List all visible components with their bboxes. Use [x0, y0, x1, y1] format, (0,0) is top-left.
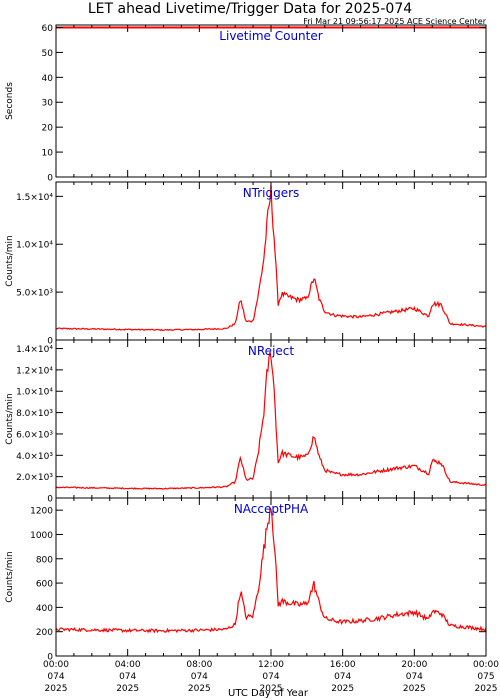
y-tick-label: 8.0×10³	[16, 409, 53, 419]
y-axis-label: Seconds	[5, 82, 15, 120]
y-tick-label: 4.0×10³	[16, 452, 53, 462]
y-tick-label: 0	[47, 337, 53, 347]
chart-timestamp: Fri Mar 21 09:56:17 2025 ACE Science Cen…	[303, 17, 487, 26]
x-axis-label: UTC Day of Year	[228, 688, 309, 699]
y-tick-label: 600	[36, 580, 53, 590]
y-tick-label: 60	[42, 24, 54, 34]
y-tick-label: 1.0×10⁴	[16, 388, 53, 398]
panel-3: 0 2.0×10³ 4.0×10³ 6.0×10³ 8.0×10³ 1.0×10⁴ 1.2×…	[5, 339, 487, 505]
y-tick-label: 1000	[30, 531, 53, 541]
x-tick-label: 20:00	[401, 660, 427, 670]
x-tick-label: 074	[191, 672, 208, 682]
series-line	[55, 184, 487, 332]
y-tick-label: 1.0×10⁴	[16, 241, 53, 251]
x-tick-label: 16:00	[330, 660, 356, 670]
x-tick-label: 2025	[260, 684, 283, 694]
y-tick-label: 20	[42, 124, 54, 134]
plot-frame	[55, 181, 487, 341]
x-tick-label: 08:00	[186, 660, 212, 670]
y-tick-label: 40	[42, 74, 54, 84]
y-tick-label: 200	[36, 628, 53, 638]
x-tick-label: 2025	[45, 684, 68, 694]
y-tick-label: 0	[47, 174, 53, 184]
x-tick-label: 12:00	[258, 660, 284, 670]
chart-title: LET ahead Livetime/Trigger Data for 2025…	[88, 1, 412, 17]
panel-title: NTriggers	[243, 186, 300, 200]
y-tick-label: 1.4×10⁴	[16, 345, 53, 355]
y-tick-label: 50	[42, 49, 54, 59]
y-axis-label: Counts/min	[5, 393, 15, 444]
x-tick-label: 2025	[331, 684, 354, 694]
y-axis-label: Counts/min	[5, 235, 15, 286]
y-tick-label: 1.2×10⁴	[16, 366, 53, 376]
x-tick-label: 00:00	[473, 660, 499, 670]
y-tick-label: 5.0×10³	[16, 289, 53, 299]
x-tick-label: 074	[119, 672, 136, 682]
y-tick-label: 0	[47, 653, 53, 663]
x-tick-label: 04:00	[115, 660, 141, 670]
panel-1: 0 10 20 30 40 50 60 Livetime Counter Seconds	[5, 24, 487, 184]
x-tick-label: 074	[262, 672, 279, 682]
x-tick-label: 00:00	[43, 660, 69, 670]
y-tick-label: 10	[42, 149, 54, 159]
y-tick-label: 0	[47, 495, 53, 505]
y-tick-label: 30	[42, 99, 54, 109]
series-line	[55, 506, 487, 634]
x-tick-label: 2025	[475, 684, 498, 694]
x-tick-label: 2025	[116, 684, 139, 694]
x-tick-label: 074	[47, 672, 64, 682]
chart-panels: 0 10 20 30 40 50 60 Livetime Counter Seconds 0 5.0…	[5, 24, 499, 694]
series-line	[55, 351, 487, 490]
y-axis-label: Counts/min	[5, 551, 15, 602]
y-tick-label: 1.5×10⁴	[16, 193, 53, 203]
plot-frame	[55, 497, 487, 657]
y-tick-label: 800	[36, 555, 53, 565]
x-tick-label: 075	[477, 672, 494, 682]
x-tick-label: 074	[334, 672, 351, 682]
y-tick-label: 2.0×10³	[16, 473, 53, 483]
x-tick-label: 2025	[403, 684, 426, 694]
panel-title: NAcceptPHA	[234, 502, 309, 516]
panel-title: Livetime Counter	[219, 29, 322, 43]
panel-2: 0 5.0×10³ 1.0×10⁴ 1.5×10⁴ NTriggers Counts/mi…	[5, 181, 487, 347]
x-tick-label: 074	[406, 672, 423, 682]
panel-4: 0 200 400 600 800 1000 1200 NAcceptPHA Counts/mi…	[5, 497, 487, 663]
y-tick-label: 400	[36, 604, 53, 614]
x-tick-label: 2025	[188, 684, 211, 694]
y-tick-label: 6.0×10³	[16, 430, 53, 440]
y-tick-label: 1200	[30, 507, 53, 517]
panel-title: NReject	[248, 344, 294, 358]
plot-frame	[55, 24, 487, 178]
